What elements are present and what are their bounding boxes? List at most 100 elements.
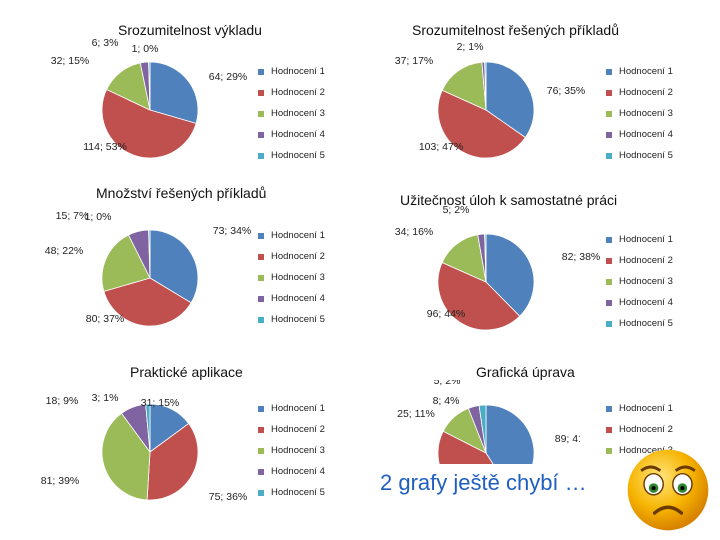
chart-title: Množství řešených příkladů — [96, 185, 267, 201]
legend-swatch — [606, 320, 612, 327]
legend-label: Hodnocení 5 — [619, 150, 673, 161]
legend-item: Hodnocení 1 — [258, 66, 325, 77]
chart-title: Praktické aplikace — [130, 364, 243, 380]
legend-item: Hodnocení 2 — [606, 255, 673, 266]
missing-charts-note: 2 grafy ještě chybí … — [380, 470, 587, 495]
legend-label: Hodnocení 5 — [271, 150, 325, 161]
data-label: 114; 53% — [83, 141, 127, 153]
legend-swatch — [258, 468, 264, 475]
legend-label: Hodnocení 3 — [271, 108, 325, 119]
data-label: 3; 1% — [92, 392, 119, 404]
legend-item: Hodnocení 4 — [606, 129, 673, 140]
legend-swatch — [258, 489, 264, 496]
legend-swatch — [258, 253, 264, 260]
legend-swatch — [606, 89, 612, 96]
legend-label: Hodnocení 2 — [619, 255, 673, 266]
legend-swatch — [258, 89, 264, 96]
pie-slice — [101, 234, 151, 292]
legend-label: Hodnocení 2 — [271, 251, 325, 262]
pie-chart: 64; 29% 114; 53% 32; 15%6; 3% 1; 0% — [51, 37, 247, 159]
legend-label: Hodnocení 2 — [619, 87, 673, 98]
legend-label: Hodnocení 4 — [619, 129, 673, 140]
legend-swatch — [258, 232, 264, 239]
legend-label: Hodnocení 1 — [619, 234, 673, 245]
legend-swatch — [606, 257, 612, 264]
legend-item: Hodnocení 3 — [606, 445, 673, 456]
legend-swatch — [258, 274, 264, 281]
legend-item: Hodnocení 4 — [258, 129, 325, 140]
legend-label: Hodnocení 3 — [619, 276, 673, 287]
legend-item: Hodnocení 1 — [606, 234, 673, 245]
legend-label: Hodnocení 3 — [619, 108, 673, 119]
pie-slice — [103, 277, 192, 327]
legend-swatch — [606, 299, 612, 306]
pie-slice — [485, 404, 535, 464]
data-label: 32; 15% — [51, 55, 90, 67]
legend-swatch — [258, 405, 264, 412]
data-label: 18; 9% — [46, 395, 79, 407]
data-label: 73; 34% — [213, 225, 252, 237]
legend-swatch — [258, 426, 264, 433]
legend-label: Hodnocení 5 — [271, 487, 325, 498]
legend-swatch — [606, 426, 612, 433]
pie-slice — [484, 61, 487, 111]
legend-item: Hodnocení 2 — [258, 251, 325, 262]
legend-item: Hodnocení 3 — [606, 108, 673, 119]
legend-swatch — [258, 110, 264, 117]
legend-label: Hodnocení 2 — [619, 424, 673, 435]
pie-chart: 82; 38% 96; 44% 34; 16% 5; 2% — [395, 204, 600, 331]
data-label: 75; 36% — [209, 491, 248, 503]
legend-label: Hodnocení 1 — [271, 230, 325, 241]
legend-swatch — [606, 236, 612, 243]
data-label: 103; 47% — [419, 141, 463, 153]
data-label: 8; 4% — [433, 395, 460, 407]
legend-item: Hodnocení 2 — [258, 424, 325, 435]
pie-slice — [441, 234, 487, 283]
legend-label: Hodnocení 1 — [271, 403, 325, 414]
pie-slice — [101, 88, 197, 159]
data-label: 1; 0% — [85, 211, 112, 223]
pie-slice — [437, 89, 526, 159]
legend-item: Hodnocení 3 — [258, 272, 325, 283]
legend-swatch — [606, 131, 612, 138]
legend-item: Hodnocení 4 — [258, 293, 325, 304]
legend-item: Hodnocení 2 — [606, 87, 673, 98]
data-label: 2; 1% — [457, 41, 484, 53]
legend-swatch — [258, 131, 264, 138]
pie-slice — [145, 403, 151, 453]
legend-label: Hodnocení 4 — [271, 466, 325, 477]
legend-swatch — [258, 68, 264, 75]
legend-item: Hodnocení 5 — [606, 150, 673, 161]
legend-swatch — [606, 152, 612, 159]
data-label: 15; 7% — [56, 210, 89, 222]
pie-slice — [484, 233, 487, 283]
pie-slice — [485, 233, 535, 317]
legend-swatch — [606, 110, 612, 117]
data-label: 76; 35% — [547, 85, 586, 97]
data-label: 37; 17% — [395, 55, 434, 67]
legend-label: Hodnocení 3 — [271, 445, 325, 456]
legend-item: Hodnocení 4 — [606, 297, 673, 308]
legend-item: Hodnocení 5 — [258, 150, 325, 161]
legend-item: Hodnocení 1 — [258, 230, 325, 241]
pie-slice — [149, 61, 199, 124]
legend-item: Hodnocení 3 — [258, 445, 325, 456]
data-label: 5; 2% — [434, 380, 461, 387]
legend-item: Hodnocení 5 — [258, 314, 325, 325]
legend-label: Hodnocení 4 — [271, 129, 325, 140]
legend-item: Hodnocení 2 — [606, 424, 673, 435]
legend-item: Hodnocení 3 — [606, 276, 673, 287]
legend-item: Hodnocení 4 — [258, 466, 325, 477]
data-label: 96; 44% — [427, 308, 466, 320]
legend-label: Hodnocení 3 — [619, 445, 673, 456]
legend-label: Hodnocení 3 — [271, 272, 325, 283]
legend-swatch — [606, 405, 612, 412]
legend-label: Hodnocení 5 — [271, 314, 325, 325]
data-label: 5; 2% — [443, 204, 470, 216]
pie-slice — [146, 422, 199, 501]
data-label: 81; 39% — [41, 475, 80, 487]
legend-item: Hodnocení 1 — [606, 403, 673, 414]
legend-item: Hodnocení 2 — [258, 87, 325, 98]
data-label: 64; 29% — [209, 71, 248, 83]
data-label: 1; 0% — [132, 43, 159, 55]
